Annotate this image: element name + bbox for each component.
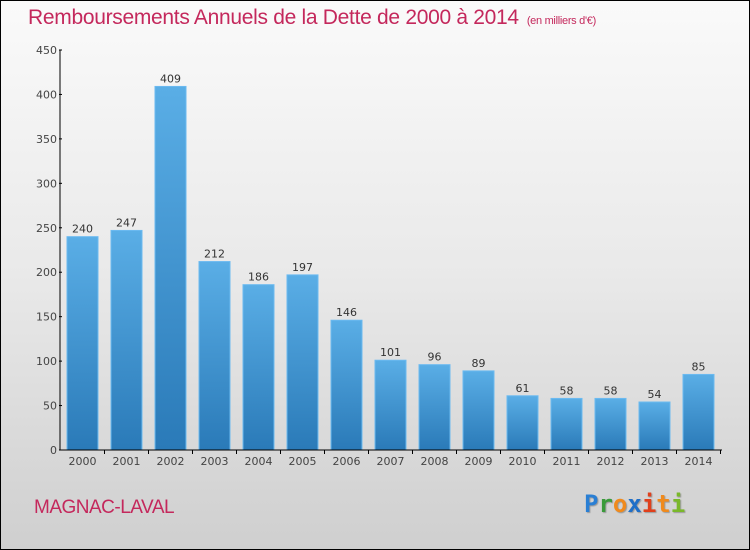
value-label-2005: 197	[292, 261, 313, 274]
axes-group: 2000 2001 2002 2003 2004 2005 2006 2007 2008 2009…	[36, 44, 722, 468]
chart-title-text: Remboursements Annuels de la Dette de 20…	[28, 6, 519, 29]
x-tick-label-2000: 2000	[69, 455, 97, 468]
x-tick-label-2013: 2013	[641, 455, 669, 468]
x-tick-label-2002: 2002	[157, 455, 185, 468]
bar-2005	[286, 274, 319, 451]
value-label-2007: 101	[380, 346, 401, 359]
city-name: MAGNAC-LAVAL	[34, 497, 175, 518]
y-tick-label-200: 200	[36, 266, 57, 279]
y-tick-label-350: 350	[36, 133, 57, 146]
bar-2004	[242, 284, 275, 451]
logo-letter: i	[641, 490, 657, 518]
bar-2014	[682, 373, 715, 451]
bar-2001	[110, 229, 143, 451]
bars-group: 240 247 409 212 186 197 146 101 96 89 61 58 58 54 85	[66, 72, 715, 451]
value-label-2008: 96	[428, 351, 442, 364]
bar-2011	[550, 397, 583, 451]
y-tick-label-450: 450	[36, 44, 57, 57]
logo-letter: x	[627, 490, 642, 518]
x-tick-label-2007: 2007	[377, 455, 405, 468]
x-tick-label-2009: 2009	[465, 455, 493, 468]
proxiti-logo: Proxiti	[584, 490, 685, 518]
x-tick-label-2012: 2012	[597, 455, 625, 468]
bar-2002	[154, 85, 187, 451]
value-label-2006: 146	[336, 306, 357, 319]
bar-2008	[418, 364, 451, 451]
chart-subtitle: (en milliers d'€)	[526, 15, 596, 27]
y-tick-label-100: 100	[36, 355, 57, 368]
logo-letter: r	[598, 490, 613, 518]
bar-2010	[506, 395, 539, 451]
value-label-2011: 58	[560, 384, 574, 397]
y-tick-label-150: 150	[36, 311, 57, 324]
value-label-2003: 212	[204, 248, 225, 261]
bar-2007	[374, 359, 407, 451]
x-tick-label-2010: 2010	[509, 455, 537, 468]
y-tick-label-250: 250	[36, 222, 57, 235]
y-tick-label-300: 300	[36, 177, 57, 190]
value-label-2013: 54	[648, 388, 662, 401]
logo-letter: i	[670, 490, 686, 518]
x-tick-label-2003: 2003	[201, 455, 229, 468]
logo-letter: P	[584, 490, 599, 518]
bar-2009	[462, 370, 495, 451]
y-tick-label-0: 0	[50, 444, 57, 457]
bar-2006	[330, 319, 363, 451]
value-label-2000: 240	[72, 223, 93, 236]
logo-letter: o	[612, 490, 628, 518]
bar-2012	[594, 397, 627, 451]
y-tick-label-50: 50	[43, 400, 57, 413]
bar-2000	[66, 236, 99, 451]
bar-2003	[198, 261, 231, 451]
x-tick-label-2005: 2005	[289, 455, 317, 468]
x-tick-label-2006: 2006	[333, 455, 361, 468]
value-label-2009: 89	[472, 357, 486, 370]
value-label-2002: 409	[160, 72, 181, 85]
value-label-2012: 58	[604, 384, 618, 397]
y-tick-label-400: 400	[36, 88, 57, 101]
x-tick-label-2004: 2004	[245, 455, 273, 468]
value-label-2001: 247	[116, 216, 137, 229]
bar-2013	[638, 401, 671, 451]
x-tick-label-2014: 2014	[685, 455, 713, 468]
value-label-2014: 85	[692, 360, 706, 373]
x-tick-label-2011: 2011	[553, 455, 581, 468]
chart-title: Remboursements Annuels de la Dette de 20…	[28, 6, 596, 30]
x-tick-label-2001: 2001	[113, 455, 141, 468]
value-label-2004: 186	[248, 271, 269, 284]
logo-letter: t	[656, 490, 671, 518]
x-tick-label-2008: 2008	[421, 455, 449, 468]
value-label-2010: 61	[516, 382, 530, 395]
